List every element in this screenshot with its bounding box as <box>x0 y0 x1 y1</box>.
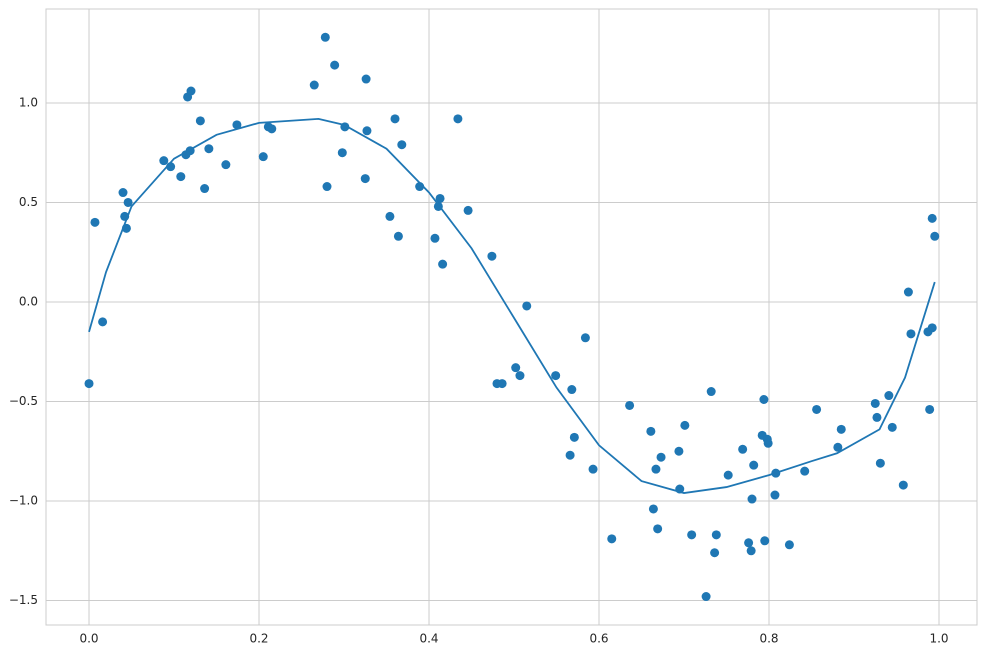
point <box>701 592 711 602</box>
point <box>569 432 579 442</box>
x-tick-label: 0.6 <box>589 632 608 646</box>
y-tick-label: 1.0 <box>19 95 38 109</box>
point <box>588 464 598 474</box>
point <box>749 460 759 470</box>
point <box>927 213 937 223</box>
point <box>870 398 880 408</box>
point <box>522 301 532 311</box>
point <box>674 446 684 456</box>
point <box>930 231 940 241</box>
point <box>927 323 937 333</box>
point <box>320 32 330 42</box>
y-tick-label: −1.5 <box>9 593 38 607</box>
x-tick-label: 0.8 <box>759 632 778 646</box>
point <box>90 217 100 227</box>
point <box>204 144 214 154</box>
point <box>747 494 757 504</box>
point <box>836 424 846 434</box>
point <box>875 458 885 468</box>
point <box>435 193 445 203</box>
point <box>800 466 810 476</box>
point <box>706 387 716 397</box>
point <box>195 116 205 126</box>
point <box>903 287 913 297</box>
point <box>393 231 403 241</box>
x-tick-label: 0.0 <box>79 632 98 646</box>
point <box>362 126 372 136</box>
point <box>258 152 268 162</box>
point <box>653 524 663 534</box>
point <box>760 536 770 546</box>
point <box>497 379 507 389</box>
point <box>872 412 882 422</box>
point <box>759 394 769 404</box>
point <box>648 504 658 514</box>
point <box>925 404 935 414</box>
point <box>515 371 525 381</box>
point <box>430 233 440 243</box>
point <box>567 385 577 395</box>
point <box>738 444 748 454</box>
point <box>438 259 448 269</box>
point <box>221 160 231 170</box>
point <box>159 156 169 166</box>
point <box>123 197 133 207</box>
point <box>176 172 186 182</box>
point <box>84 379 94 389</box>
point <box>267 124 277 134</box>
y-tick-label: −0.5 <box>9 394 38 408</box>
point <box>322 182 332 192</box>
point <box>330 60 340 70</box>
point <box>646 426 656 436</box>
point <box>98 317 108 327</box>
point <box>625 400 635 410</box>
point <box>463 205 473 215</box>
point <box>580 333 590 343</box>
point <box>118 188 128 198</box>
point <box>770 490 780 500</box>
point <box>710 548 720 558</box>
point <box>360 174 370 184</box>
point <box>309 80 319 90</box>
point <box>887 422 897 432</box>
point <box>453 114 463 124</box>
x-tick-label: 1.0 <box>929 632 948 646</box>
point <box>385 211 395 221</box>
point <box>687 530 697 540</box>
point <box>607 534 617 544</box>
point <box>763 438 773 448</box>
point <box>723 470 733 480</box>
point <box>898 480 908 490</box>
point <box>906 329 916 339</box>
point <box>812 404 822 414</box>
point <box>232 120 242 130</box>
point <box>784 540 794 550</box>
fit-line <box>88 117 936 494</box>
point <box>680 420 690 430</box>
point <box>337 148 347 158</box>
point <box>744 538 754 548</box>
x-tick-label: 0.2 <box>249 632 268 646</box>
plot-frame <box>45 8 978 626</box>
point <box>390 114 400 124</box>
point <box>833 442 843 452</box>
point <box>200 184 210 194</box>
y-tick-label: −1.0 <box>9 494 38 508</box>
point <box>746 546 756 556</box>
point <box>884 391 894 401</box>
point <box>551 371 561 381</box>
y-tick-label: 0.0 <box>19 294 38 308</box>
point <box>397 140 407 150</box>
point <box>711 530 721 540</box>
point <box>186 86 196 96</box>
point <box>361 74 371 84</box>
y-tick-label: 0.5 <box>19 195 38 209</box>
point <box>487 251 497 261</box>
point <box>565 450 575 460</box>
x-tick-label: 0.4 <box>419 632 438 646</box>
point <box>651 464 661 474</box>
point <box>656 452 666 462</box>
point <box>511 363 521 373</box>
